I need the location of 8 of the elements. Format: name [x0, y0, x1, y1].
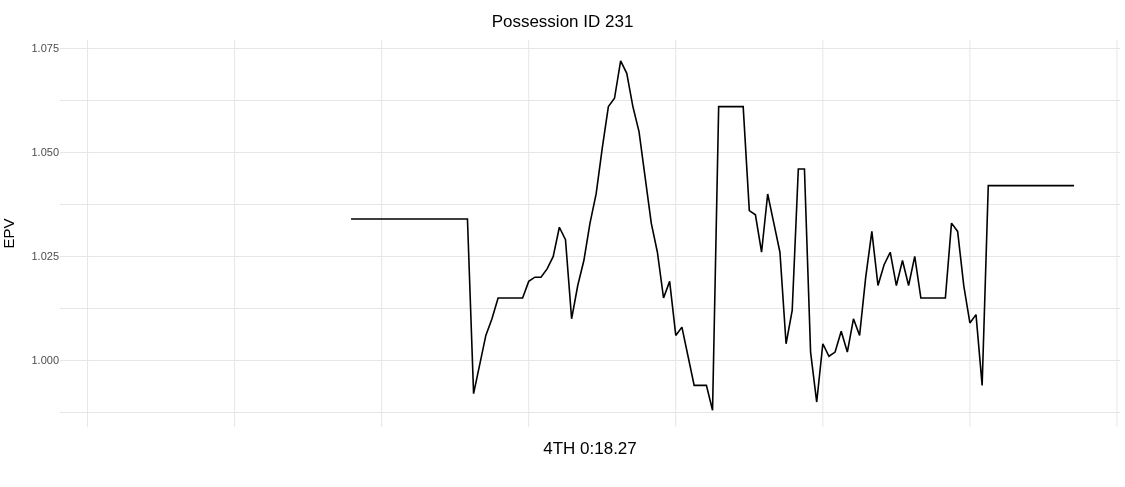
y-tick-label: 1.025	[31, 250, 59, 263]
y-axis-title: EPV	[0, 218, 17, 249]
y-tick-label: 1.000	[31, 354, 59, 367]
line-series	[350, 60, 1075, 412]
x-axis-title: 4TH 0:18.27	[543, 439, 637, 459]
chart-title: Possession ID 231	[491, 11, 634, 31]
y-tick-label: 1.050	[31, 146, 59, 159]
y-tick-label: 1.075	[31, 42, 59, 55]
